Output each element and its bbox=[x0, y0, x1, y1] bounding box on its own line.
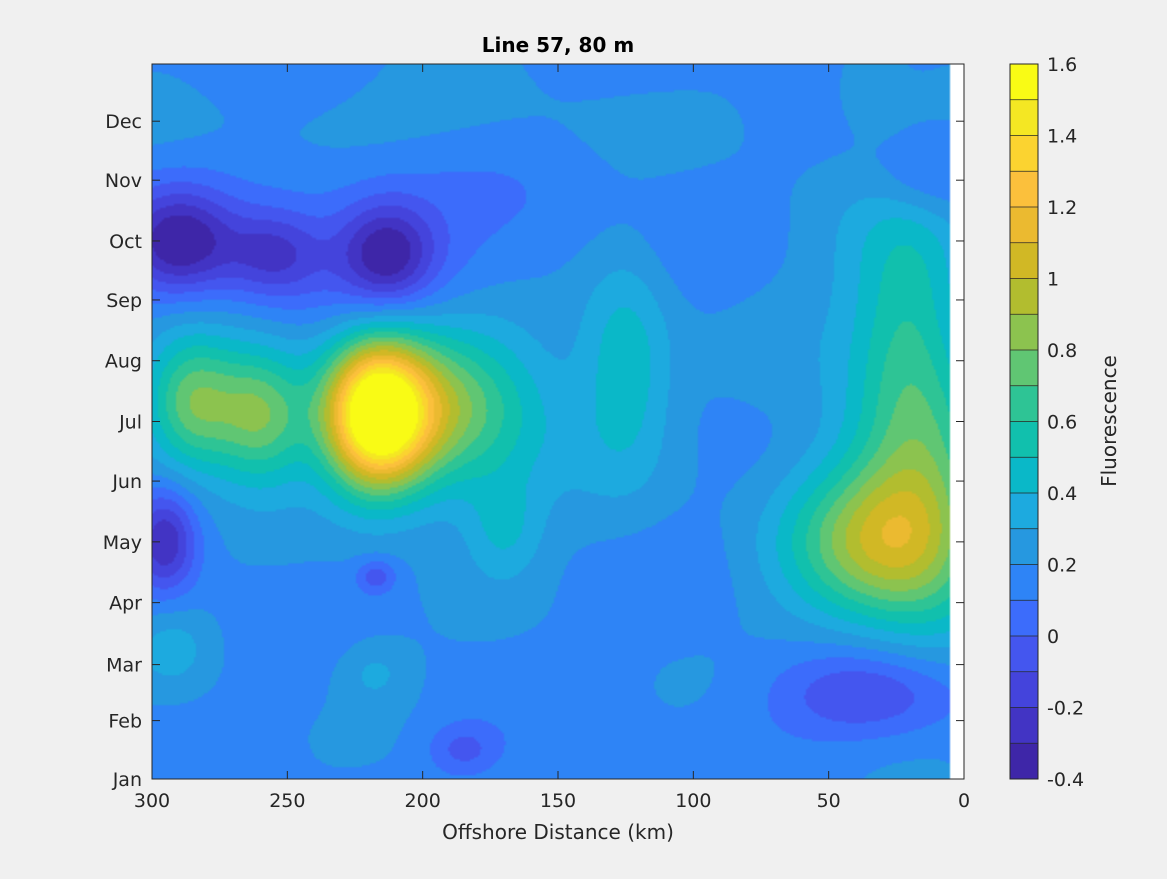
x-tick-label: 50 bbox=[817, 790, 841, 812]
colorbar-tick-label: 0.2 bbox=[1047, 555, 1077, 577]
colorbar-segment bbox=[1010, 636, 1038, 673]
colorbar-segment bbox=[1010, 385, 1038, 422]
colorbar-tick-label: -0.2 bbox=[1047, 698, 1084, 720]
x-tick-label: 250 bbox=[269, 790, 305, 812]
colorbar-segment bbox=[1010, 528, 1038, 565]
x-tick-label: 150 bbox=[540, 790, 576, 812]
y-tick-label: Oct bbox=[109, 231, 142, 253]
colorbar-segment bbox=[1010, 600, 1038, 637]
heatmap-surface bbox=[152, 64, 964, 779]
x-tick-label: 0 bbox=[958, 790, 970, 812]
chart-title: Line 57, 80 m bbox=[482, 33, 634, 57]
colorbar-tick-label: 0.4 bbox=[1047, 483, 1077, 505]
y-tick-label: Sep bbox=[106, 290, 142, 312]
x-tick-label: 300 bbox=[134, 790, 170, 812]
y-tick-label: Jun bbox=[111, 471, 142, 493]
y-axis-ticks: Jan Feb Mar Apr May Jun Jul Aug Sep Oct Nov Dec bbox=[103, 111, 964, 791]
colorbar-segment bbox=[1010, 743, 1038, 780]
y-tick-label: Feb bbox=[108, 711, 142, 733]
colorbar-segment bbox=[1010, 493, 1038, 530]
colorbar-segment bbox=[1010, 707, 1038, 744]
y-tick-label: Jan bbox=[112, 769, 142, 791]
colorbar-segment bbox=[1010, 242, 1038, 279]
x-axis-label: Offshore Distance (km) bbox=[442, 820, 674, 844]
colorbar-tick-label: 0.8 bbox=[1047, 340, 1077, 362]
colorbar-segment bbox=[1010, 207, 1038, 244]
y-tick-label: Jul bbox=[118, 412, 142, 434]
colorbar-segment bbox=[1010, 564, 1038, 601]
y-tick-label: Dec bbox=[105, 111, 142, 133]
colorbar-segment bbox=[1010, 314, 1038, 351]
x-axis-ticks: 300 250 200 150 100 50 0 bbox=[134, 64, 970, 812]
colorbar-tick-label: 1.2 bbox=[1047, 197, 1077, 219]
colorbar-tick-label: -0.4 bbox=[1047, 769, 1084, 791]
colorbar-segment bbox=[1010, 457, 1038, 494]
colorbar-tick-label: 1 bbox=[1047, 269, 1059, 291]
colorbar-segment bbox=[1010, 99, 1038, 136]
colorbar-tick-label: 0 bbox=[1047, 626, 1059, 648]
x-tick-label: 100 bbox=[675, 790, 711, 812]
colorbar-segment bbox=[1010, 350, 1038, 387]
colorbar-segment bbox=[1010, 135, 1038, 172]
colorbar-segment bbox=[1010, 64, 1038, 101]
colorbar-label: Fluorescence bbox=[1097, 355, 1121, 487]
y-tick-label: Apr bbox=[109, 593, 142, 615]
colorbar-segment bbox=[1010, 278, 1038, 315]
y-tick-label: Mar bbox=[106, 655, 142, 677]
colorbar-tick-label: 1.6 bbox=[1047, 54, 1077, 76]
colorbar-tick-label: 1.4 bbox=[1047, 126, 1077, 148]
y-tick-label: May bbox=[103, 532, 142, 554]
colorbar-tick-label: 0.6 bbox=[1047, 412, 1077, 434]
colorbar-segment bbox=[1010, 421, 1038, 458]
y-tick-label: Nov bbox=[105, 170, 142, 192]
colorbar-frame bbox=[1009, 63, 1039, 780]
colorbar: 1.6 1.4 1.2 1 0.8 0.6 0.4 0.2 0 -0.2 -0.4 bbox=[1009, 54, 1084, 791]
x-tick-label: 200 bbox=[405, 790, 441, 812]
y-tick-label: Aug bbox=[105, 351, 142, 373]
colorbar-segment bbox=[1010, 671, 1038, 708]
colorbar-segment bbox=[1010, 171, 1038, 208]
